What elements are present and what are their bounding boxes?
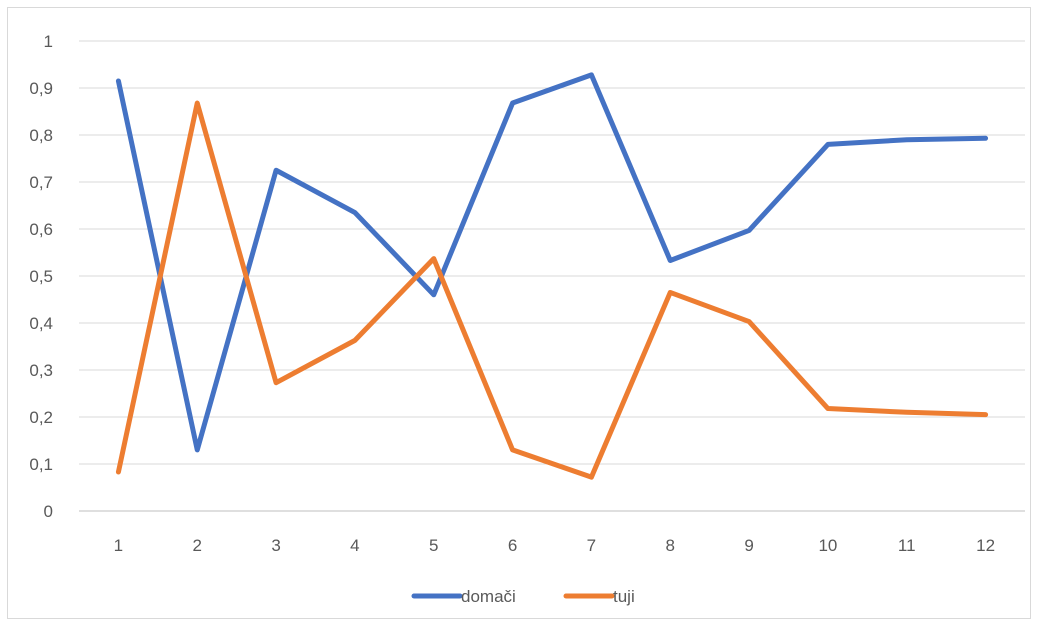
x-tick-label: 4 <box>350 536 359 555</box>
y-tick-label: 0,2 <box>29 408 53 427</box>
y-tick-label: 0,5 <box>29 267 53 286</box>
x-tick-label: 12 <box>976 536 995 555</box>
y-tick-label: 0,1 <box>29 455 53 474</box>
x-tick-label: 10 <box>818 536 837 555</box>
x-tick-label: 3 <box>271 536 280 555</box>
legend-item: tuji <box>563 587 635 606</box>
y-tick-label: 1 <box>44 32 53 51</box>
y-tick-label: 0,6 <box>29 220 53 239</box>
y-tick-label: 0,3 <box>29 361 53 380</box>
gridlines <box>79 40 1025 465</box>
y-tick-label: 0,8 <box>29 126 53 145</box>
x-tick-label: 8 <box>666 536 675 555</box>
legend-label: tuji <box>613 587 635 606</box>
y-axis-tick-labels: 0 0,1 0,2 0,3 0,4 0,5 0,6 0,7 0,8 0,9 1 <box>29 32 53 521</box>
series-line <box>115 100 989 480</box>
y-tick-label: 0 <box>44 502 53 521</box>
x-tick-label: 2 <box>193 536 202 555</box>
legend-item: domači <box>411 587 516 606</box>
y-tick-label: 0,4 <box>29 314 53 333</box>
x-tick-label: 5 <box>429 536 438 555</box>
x-tick-label: 7 <box>587 536 596 555</box>
legend-label: domači <box>461 587 516 606</box>
x-axis-tick-labels: 1 2 3 4 5 6 7 8 9 10 11 12 <box>114 536 995 555</box>
x-tick-label: 6 <box>508 536 517 555</box>
legend: domači tuji <box>411 587 635 606</box>
y-tick-label: 0,7 <box>29 173 53 192</box>
series-2 <box>115 100 989 480</box>
series-line <box>115 72 989 453</box>
series-lines <box>115 72 989 480</box>
x-tick-label: 9 <box>744 536 753 555</box>
y-tick-label: 0,9 <box>29 79 53 98</box>
series-1 <box>115 72 989 453</box>
x-tick-label: 11 <box>898 536 916 555</box>
x-tick-label: 1 <box>114 536 123 555</box>
